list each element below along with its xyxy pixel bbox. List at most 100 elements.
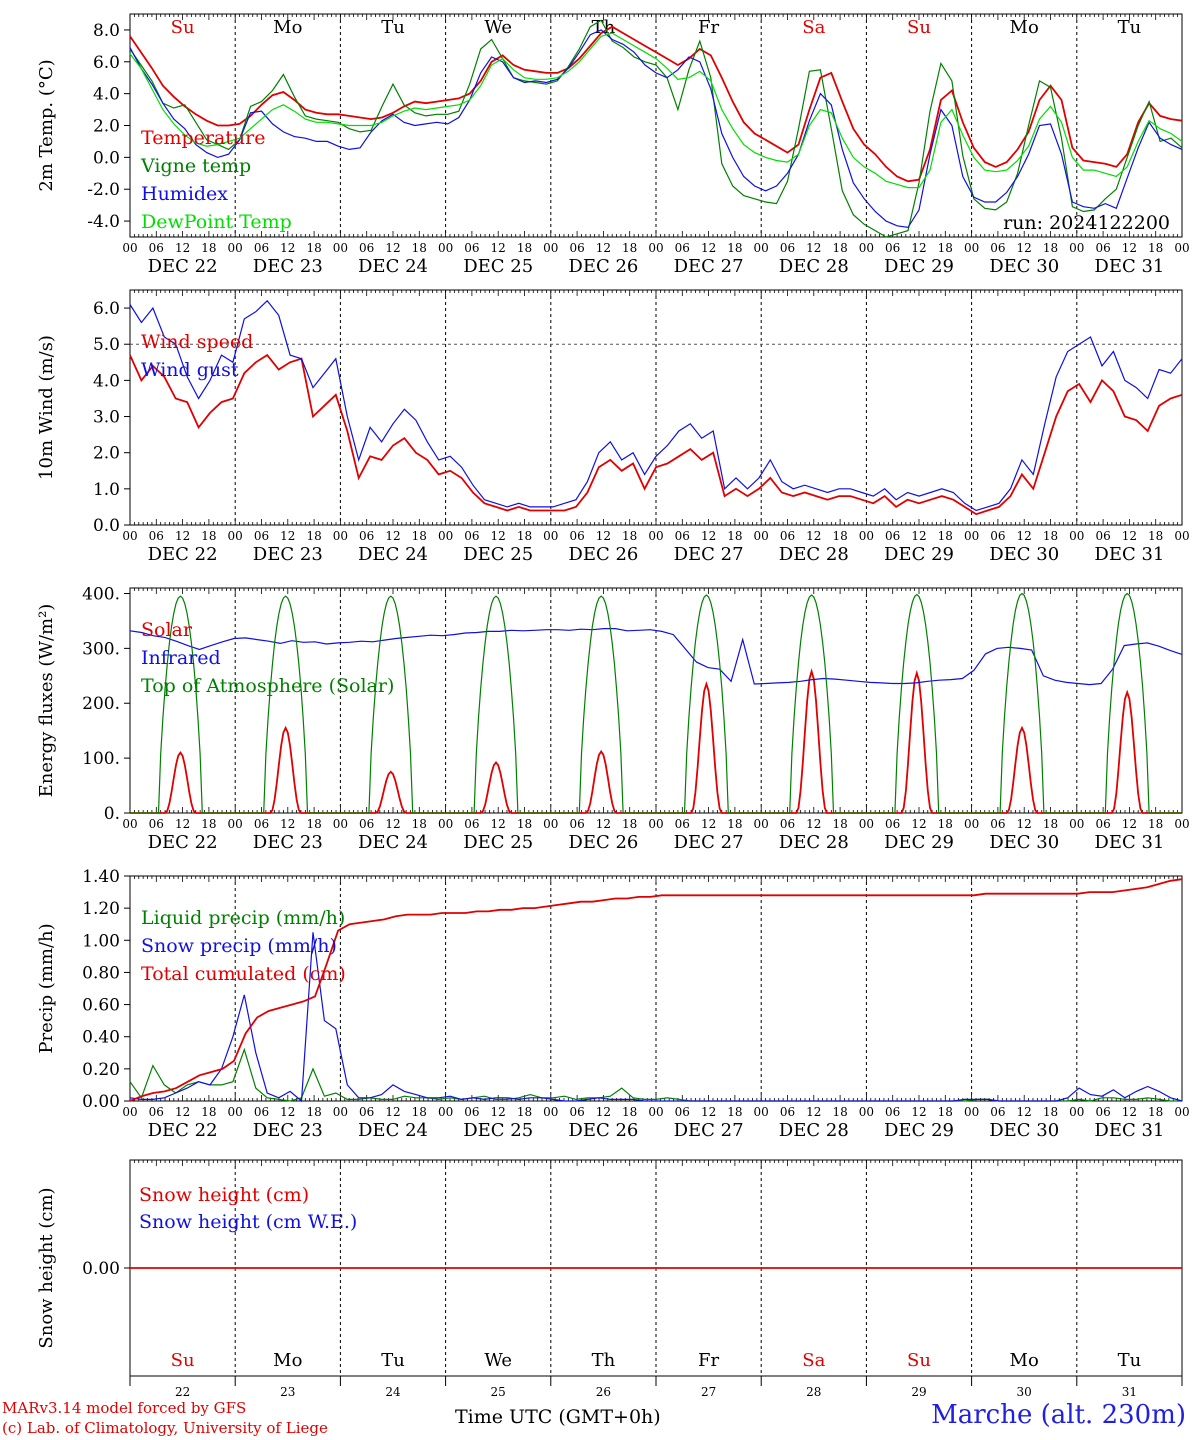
hour-label: 00 (1174, 241, 1189, 255)
hour-label: 06 (885, 1105, 900, 1119)
hour-label: 06 (359, 1105, 374, 1119)
y-tick-label: 0.0 (93, 148, 120, 168)
y-tick-label: 400. (82, 584, 120, 604)
hour-label: 06 (254, 1105, 269, 1119)
legend-entry: Top of Atmosphere (Solar) (141, 675, 394, 697)
hour-label: 18 (1148, 241, 1163, 255)
date-label: DEC 22 (148, 256, 218, 277)
hour-label: 00 (438, 529, 453, 543)
y-tick-label: 2.0 (93, 117, 120, 137)
weekday-label: Tu (1118, 1350, 1142, 1371)
hour-label: 18 (201, 529, 216, 543)
y-tick-label: 1.0 (93, 480, 120, 500)
hour-label: 06 (885, 817, 900, 831)
hour-label: 06 (990, 529, 1005, 543)
hour-label: 06 (569, 817, 584, 831)
hour-label: 12 (175, 817, 190, 831)
hour-label: 06 (990, 1105, 1005, 1119)
hour-label: 00 (1174, 1105, 1189, 1119)
date-label: DEC 30 (989, 1120, 1059, 1141)
legend-entry: DewPoint Temp (141, 211, 292, 233)
hour-label: 18 (938, 1105, 953, 1119)
panel-5: Su Mo Tu We Th Fr Sa Su Mo Tu 0.00 Snow height (cm)… (36, 1159, 1183, 1377)
hour-label: 06 (359, 241, 374, 255)
hour-label: 12 (911, 529, 926, 543)
y-tick-label: 300. (82, 639, 120, 659)
hour-label: 06 (1095, 529, 1110, 543)
hour-label: 00 (648, 1105, 663, 1119)
hour-label: 18 (306, 817, 321, 831)
hour-label: 12 (280, 241, 295, 255)
hour-label: 06 (675, 241, 690, 255)
date-label: DEC 29 (884, 832, 954, 853)
day-number: 25 (491, 1385, 506, 1399)
series-line-top-of-atmosphere-solar (130, 592, 1182, 814)
run-annotation: run: 2024122200 (1003, 212, 1170, 234)
weekday-label: Su (171, 17, 195, 38)
hour-label: 18 (517, 817, 532, 831)
hour-label: 12 (175, 241, 190, 255)
hour-label: 18 (306, 1105, 321, 1119)
y-tick-label: 6.0 (93, 299, 120, 319)
x-axis-label: Time UTC (GMT+0h) (455, 1406, 661, 1428)
hour-label: 06 (885, 241, 900, 255)
hour-label: 06 (149, 817, 164, 831)
hour-label: 18 (832, 1105, 847, 1119)
hour-label: 00 (1069, 817, 1084, 831)
hour-label: 00 (228, 817, 243, 831)
day-number: 22 (175, 1385, 190, 1399)
hour-label: 12 (701, 1105, 716, 1119)
y-axis-label: Precip (mm/h) (36, 923, 57, 1053)
date-label: DEC 26 (568, 832, 638, 853)
date-label: DEC 26 (568, 1120, 638, 1141)
hour-label: 00 (964, 241, 979, 255)
y-tick-label: 6.0 (93, 53, 120, 73)
legend-entry: Temperature (141, 127, 265, 149)
hour-label: 12 (1017, 1105, 1032, 1119)
hour-label: 00 (648, 529, 663, 543)
hour-label: 00 (1174, 817, 1189, 831)
hour-label: 18 (727, 529, 742, 543)
date-label: DEC 24 (358, 832, 428, 853)
hour-label: 18 (1043, 817, 1058, 831)
hour-label: 00 (964, 529, 979, 543)
legend-entry: Solar (141, 619, 193, 641)
legend-entry: Wind speed (141, 331, 253, 353)
y-tick-label: 0.0 (93, 516, 120, 536)
hour-label: 12 (1122, 241, 1137, 255)
hour-label: 00 (1069, 1105, 1084, 1119)
hour-label: 12 (701, 529, 716, 543)
hour-label: 00 (754, 241, 769, 255)
series-line-temperature (129, 25, 1183, 183)
legend-entry: Humidex (141, 183, 228, 205)
y-axis-label: 10m Wind (m/s) (36, 335, 57, 480)
hour-label: 18 (412, 241, 427, 255)
hour-label: 18 (1148, 817, 1163, 831)
hour-label: 12 (1017, 241, 1032, 255)
hour-label: 12 (806, 1105, 821, 1119)
weekday-label: Su (907, 17, 931, 38)
plot-frame (129, 13, 1183, 238)
date-label: DEC 31 (1094, 832, 1164, 853)
hour-label: 00 (333, 817, 348, 831)
hour-label: 00 (648, 241, 663, 255)
hour-label: 06 (149, 1105, 164, 1119)
legend-entry: Snow precip (mm/h) (141, 935, 337, 957)
day-number: 26 (596, 1385, 611, 1399)
hour-label: 00 (543, 529, 558, 543)
hour-label: 12 (491, 1105, 506, 1119)
hour-label: 12 (911, 241, 926, 255)
model-credit: MARv3.14 model forced by GFS (2, 1399, 247, 1417)
weekday-label: Su (171, 1350, 195, 1371)
weekday-label: Mo (1010, 17, 1039, 38)
y-tick-label: 1.20 (82, 899, 120, 919)
hour-label: 12 (1122, 1105, 1137, 1119)
weekday-label: Tu (1118, 17, 1142, 38)
hour-label: 06 (359, 817, 374, 831)
date-label: DEC 27 (674, 832, 744, 853)
date-label: DEC 27 (674, 256, 744, 277)
date-label: DEC 22 (148, 544, 218, 565)
